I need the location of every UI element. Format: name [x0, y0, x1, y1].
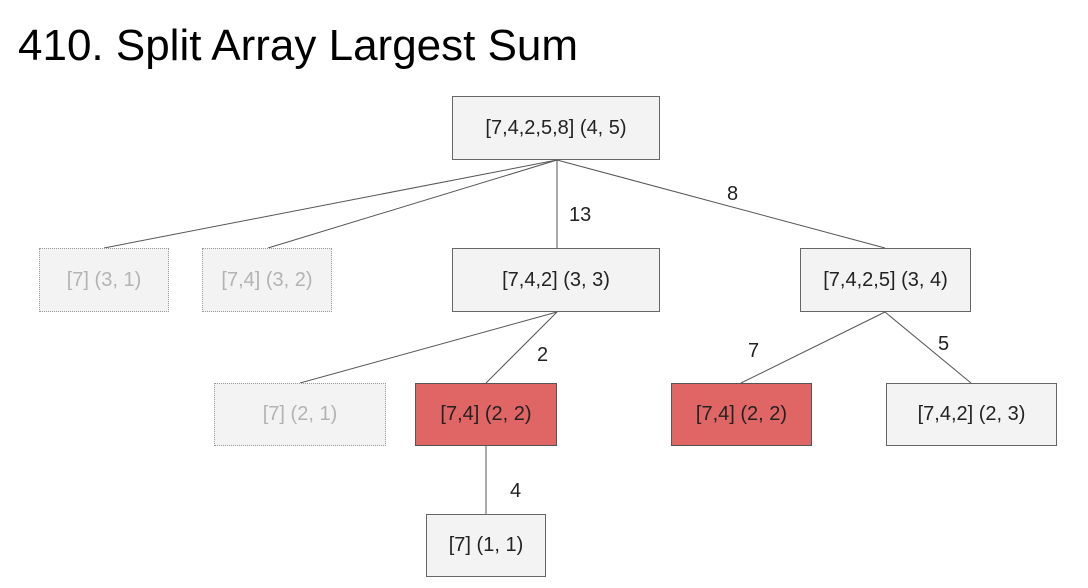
edge-label-root-n34: 8: [727, 183, 739, 205]
edge-n34-n23: [884, 311, 972, 384]
edge-n33-n22a: [485, 311, 558, 384]
node-pruned-3-1: [7] (3, 1): [39, 248, 169, 312]
edge-label-n34-n23: 5: [938, 333, 950, 355]
edge-n33-n21: [299, 311, 558, 384]
edge-label-n22a-n11: 4: [510, 480, 522, 502]
edge-n34-n22b: [740, 311, 886, 384]
node-1-1: [7] (1, 1): [426, 514, 546, 577]
node-pruned-2-1: [7] (2, 1): [214, 383, 386, 446]
edge-root-n31: [103, 159, 558, 249]
node-3-3: [7,4,2] (3, 3): [452, 248, 660, 312]
edge-root-n34: [556, 159, 886, 249]
edge-label-n33-n22a: 2: [537, 344, 549, 366]
node-2-3: [7,4,2] (2, 3): [886, 383, 1057, 446]
edge-label-root-n33: 13: [569, 204, 592, 226]
node-root: [7,4,2,5,8] (4, 5): [452, 96, 660, 160]
page-title: 410. Split Array Largest Sum: [18, 21, 579, 70]
node-2-2-memo-a: [7,4] (2, 2): [415, 383, 557, 446]
node-2-2-memo-b: [7,4] (2, 2): [671, 383, 812, 446]
edge-label-n34-n22b: 7: [748, 340, 760, 362]
node-3-4: [7,4,2,5] (3, 4): [800, 248, 971, 312]
edge-root-n32: [267, 159, 558, 249]
node-pruned-3-2: [7,4] (3, 2): [202, 248, 332, 312]
